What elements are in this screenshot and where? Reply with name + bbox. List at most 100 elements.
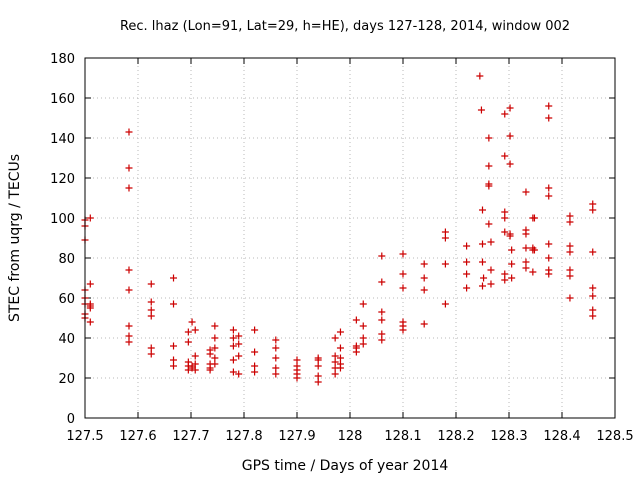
data-point [272, 336, 280, 344]
data-point [147, 280, 155, 288]
data-point [501, 208, 509, 216]
data-point [147, 306, 155, 314]
data-point [229, 326, 237, 334]
data-point [331, 358, 339, 366]
data-point [191, 352, 199, 360]
data-point [530, 246, 538, 254]
data-point [420, 320, 428, 328]
data-point [336, 344, 344, 352]
data-point [508, 246, 516, 254]
data-point [235, 370, 243, 378]
data-point [125, 322, 133, 330]
data-point [545, 184, 553, 192]
data-point [314, 356, 322, 364]
x-tick-label: 127.9 [278, 429, 315, 444]
data-point [170, 356, 178, 364]
data-point [125, 184, 133, 192]
data-point [441, 260, 449, 268]
data-point [506, 232, 514, 240]
data-point [506, 160, 514, 168]
data-point [293, 374, 301, 382]
data-point [566, 212, 574, 220]
data-point [336, 328, 344, 336]
y-tick-label: 0 [67, 412, 75, 427]
data-point [589, 248, 597, 256]
data-point [359, 334, 367, 342]
y-tick-label: 40 [58, 332, 75, 347]
data-point [86, 280, 94, 288]
data-point [331, 334, 339, 342]
data-point [508, 260, 516, 268]
data-point [545, 114, 553, 122]
x-tick-label: 128.5 [596, 429, 633, 444]
data-point [485, 162, 493, 170]
data-point [235, 340, 243, 348]
data-point [399, 270, 407, 278]
y-tick-label: 180 [50, 52, 75, 67]
data-point [378, 336, 386, 344]
data-point [501, 270, 509, 278]
data-point [487, 266, 495, 274]
data-point [545, 254, 553, 262]
data-point [589, 306, 597, 314]
y-tick-label: 20 [58, 372, 75, 387]
data-point [506, 104, 514, 112]
y-tick-label: 140 [50, 132, 75, 147]
data-point [545, 270, 553, 278]
data-point [206, 350, 214, 358]
data-point [125, 338, 133, 346]
data-point [272, 370, 280, 378]
data-point [86, 214, 94, 222]
data-point [211, 360, 219, 368]
data-point [378, 278, 386, 286]
data-point [378, 316, 386, 324]
data-point [147, 312, 155, 320]
x-axis-label: GPS time / Days of year 2014 [242, 458, 449, 474]
data-point [359, 300, 367, 308]
data-point [501, 214, 509, 222]
data-point [522, 258, 530, 266]
data-point [211, 334, 219, 342]
x-tick-labels: 127.5 127.6 127.7 127.8 127.9 128 128.1 128.2 12… [66, 429, 633, 444]
data-point [479, 206, 486, 214]
data-point [331, 352, 339, 360]
data-point [229, 356, 237, 364]
y-tick-label: 100 [50, 212, 75, 227]
data-point [314, 362, 322, 370]
x-tick-label: 127.5 [66, 429, 103, 444]
data-point [463, 242, 471, 250]
data-point [251, 368, 259, 376]
data-point [522, 188, 530, 196]
x-tick-label: 128 [338, 429, 363, 444]
data-point [501, 152, 509, 160]
grid-lines [85, 58, 615, 418]
data-point [420, 286, 428, 294]
data-point [566, 242, 574, 250]
x-tick-label: 128.1 [384, 429, 421, 444]
data-point [191, 360, 199, 368]
x-tick-label: 127.6 [119, 429, 156, 444]
data-point [352, 316, 360, 324]
data-point [480, 274, 488, 282]
data-point [508, 274, 516, 282]
data-point [463, 258, 471, 266]
data-point [359, 340, 367, 348]
data-point [251, 326, 259, 334]
data-point [184, 328, 192, 336]
data-point [545, 240, 553, 248]
data-point [293, 356, 301, 364]
data-point [589, 206, 597, 214]
data-point [566, 218, 574, 226]
data-point [314, 372, 322, 380]
data-point [522, 244, 530, 252]
y-tick-label: 80 [58, 252, 75, 267]
x-tick-label: 128.4 [543, 429, 580, 444]
data-point [399, 326, 407, 334]
data-point [272, 364, 280, 372]
data-points [81, 72, 597, 386]
data-point [420, 274, 428, 282]
data-point [125, 128, 133, 136]
data-point [441, 234, 449, 242]
data-point [463, 284, 471, 292]
